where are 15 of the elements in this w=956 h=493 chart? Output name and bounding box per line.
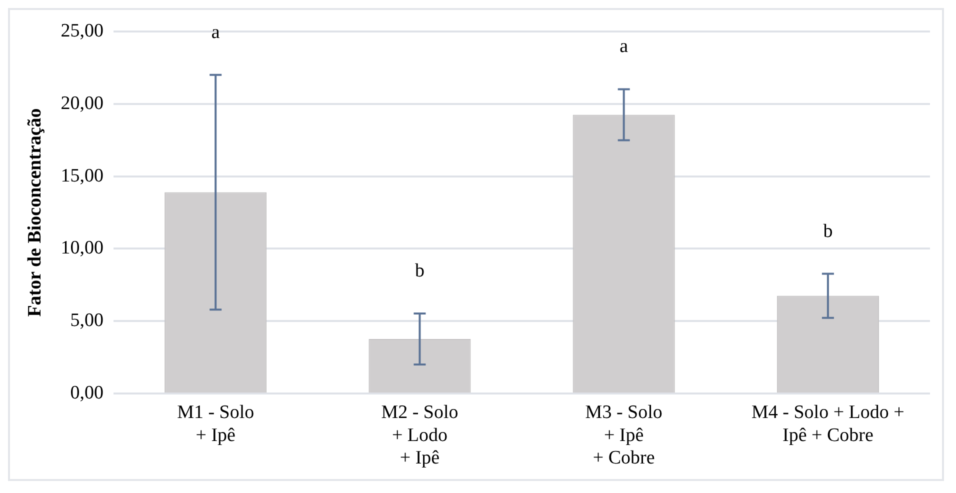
x-tick-label: M4 - Solo + Lodo + Ipê + Cobre (752, 402, 904, 446)
x-tick-label: M2 - Solo + Lodo + Ipê (381, 402, 458, 469)
annotation: b (823, 220, 833, 242)
y-tick-label: 15,00 (60, 165, 104, 186)
y-axis-title: Fator de Bioconcentração (24, 108, 46, 317)
annotation: a (211, 22, 220, 43)
y-tick-label: 25,00 (60, 20, 104, 42)
y-tick-label: 20,00 (60, 92, 104, 114)
annotation: b (414, 260, 424, 282)
x-tick-label: M1 - Solo + Ipê (177, 402, 254, 446)
annotation: a (620, 36, 629, 58)
y-tick-label: 10,00 (60, 238, 104, 259)
x-tick-label: M3 - Solo + Ipê + Cobre (585, 402, 662, 469)
y-tick-label: 5,00 (70, 310, 104, 332)
y-tick-label: 0,00 (70, 382, 104, 404)
